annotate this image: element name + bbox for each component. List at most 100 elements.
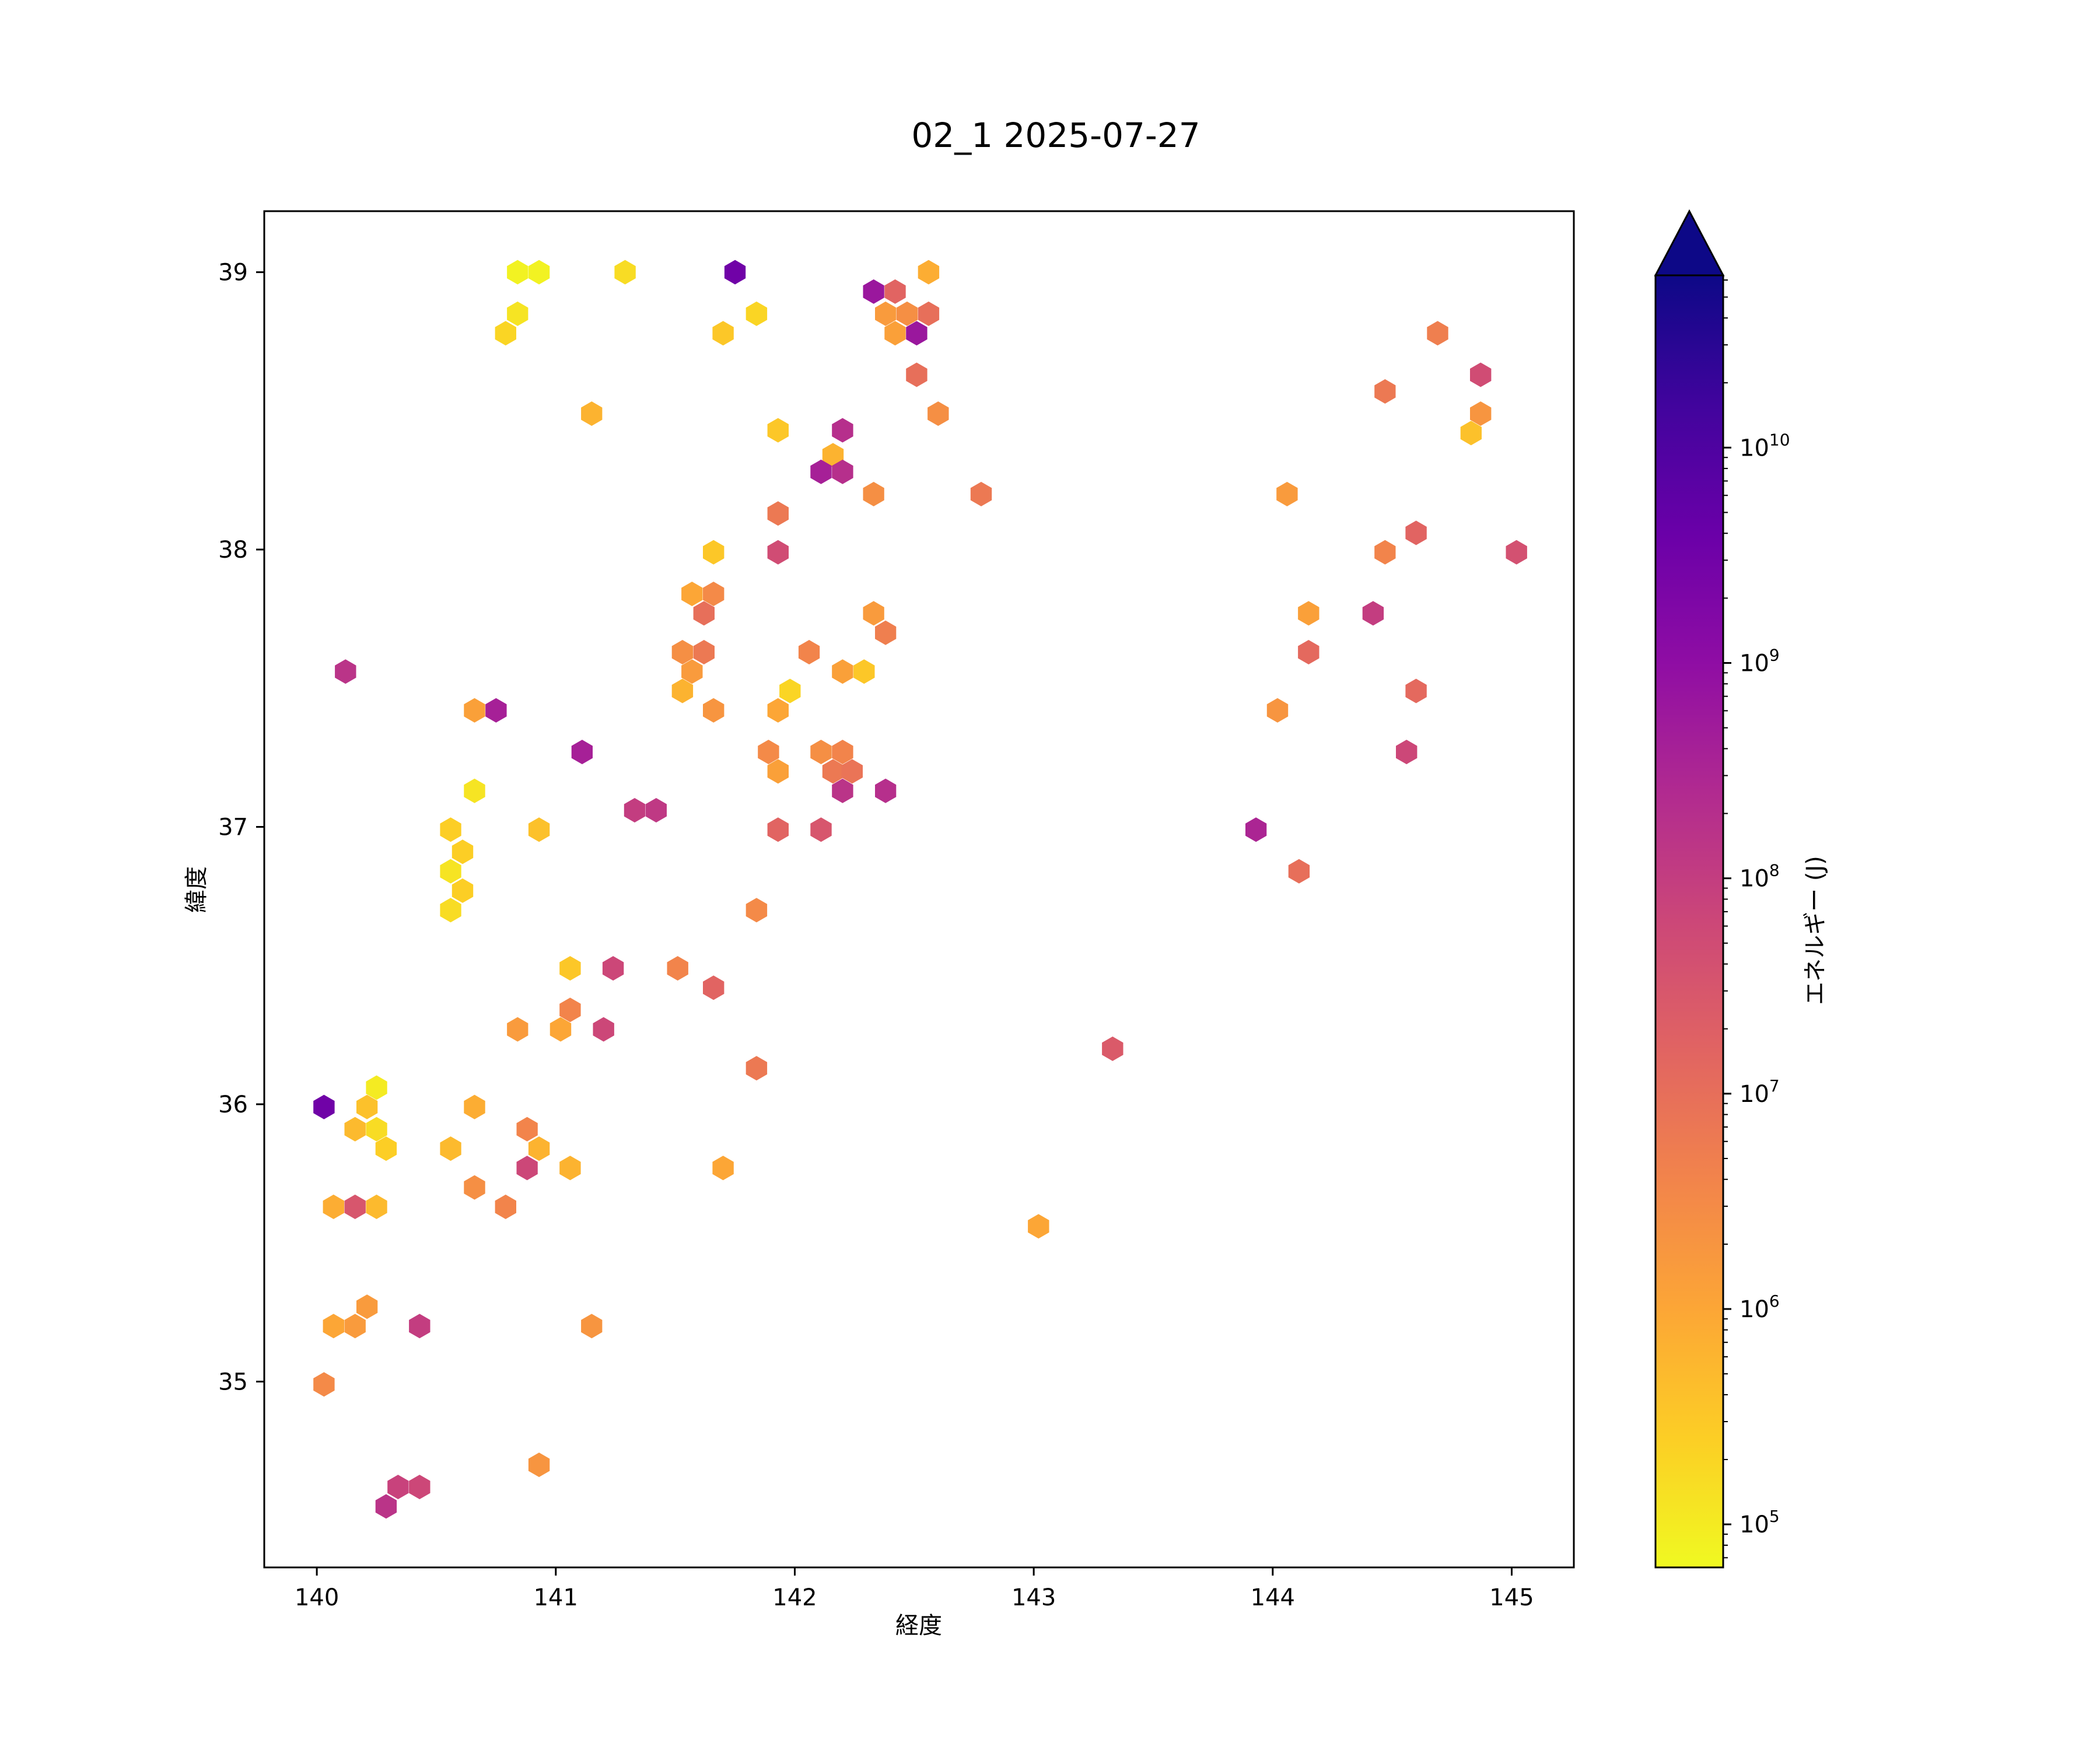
x-tick-label: 144 (1251, 1584, 1295, 1611)
hex-cell (452, 839, 474, 864)
hex-cell (464, 1094, 485, 1119)
hex-cell (593, 1017, 614, 1042)
hex-cell (356, 1294, 378, 1320)
y-tick-label: 37 (218, 814, 248, 841)
hex-cell (928, 401, 949, 426)
hex-cell (366, 1194, 387, 1219)
hex-cell (822, 443, 844, 468)
y-axis-label: 緯度 (183, 866, 210, 913)
hex-cell (1102, 1036, 1124, 1061)
hex-cell (767, 418, 789, 443)
x-tick-label: 142 (772, 1584, 817, 1611)
hex-cell (693, 601, 715, 626)
hex-cell (366, 1116, 387, 1142)
hex-cell (464, 1175, 485, 1200)
hex-cell (440, 817, 461, 842)
hex-cell (1405, 520, 1427, 545)
hex-cell (507, 301, 528, 326)
hex-cell (832, 778, 853, 803)
hex-cell (1266, 698, 1289, 723)
hex-cell (758, 740, 779, 765)
hex-cell (452, 878, 474, 903)
hex-cell (767, 698, 789, 723)
colorbar-tick-label: 109 (1740, 646, 1780, 677)
colorbar-gradient (1656, 275, 1723, 1567)
hex-cell (767, 540, 789, 565)
x-tick-label: 140 (295, 1584, 339, 1611)
hex-cell (1374, 540, 1396, 565)
hex-cell (1374, 379, 1396, 404)
hex-cell (323, 1194, 344, 1219)
hex-cell (681, 582, 703, 607)
hex-cell (409, 1475, 430, 1500)
hex-cell (906, 362, 928, 387)
hex-cell (896, 301, 918, 326)
x-tick-label: 143 (1012, 1584, 1056, 1611)
colorbar-tick-label: 107 (1740, 1076, 1780, 1108)
plot-frame (263, 210, 1575, 1569)
hex-cell (863, 279, 884, 304)
x-axis-label: 経度 (895, 1612, 942, 1639)
hex-cell (712, 321, 734, 346)
hex-cell (970, 482, 992, 506)
colorbar-tick-label: 105 (1740, 1507, 1780, 1538)
hex-cell (798, 640, 820, 664)
hex-cell (1460, 421, 1482, 446)
hex-cell (841, 759, 863, 784)
hex-cell (528, 260, 550, 285)
hex-cell (671, 678, 694, 704)
hex-cell (875, 301, 897, 326)
colorbar-label: エネルギー (J) (1802, 856, 1829, 1005)
hex-cell (712, 1156, 734, 1181)
hex-cell (344, 1194, 366, 1219)
hex-cell (507, 260, 528, 285)
hex-cell (1362, 601, 1384, 626)
y-tick-label: 38 (218, 537, 248, 564)
hex-cell (1276, 482, 1298, 506)
hex-cell (485, 698, 507, 723)
hex-cell (366, 1075, 387, 1100)
hex-cell (832, 459, 853, 484)
hex-cell (667, 956, 688, 981)
hex-cell (323, 1314, 344, 1339)
hex-cell (464, 698, 485, 723)
y-tick-label: 39 (218, 260, 248, 286)
hex-cell (693, 640, 715, 664)
colorbar-frame (1654, 274, 1724, 1569)
hex-cell (559, 956, 581, 981)
hex-cell (313, 1372, 335, 1397)
hex-cell (703, 698, 724, 723)
hex-cell (671, 640, 694, 664)
hex-cell (767, 817, 789, 842)
hex-cell (832, 740, 853, 765)
hex-cell (918, 260, 940, 285)
hex-cells (313, 260, 1527, 1519)
hex-cell (559, 1156, 581, 1181)
hex-cell (863, 601, 884, 626)
hex-cell (681, 659, 703, 684)
hex-cell (703, 540, 724, 565)
hex-cell (602, 956, 624, 981)
x-tick-label: 141 (534, 1584, 578, 1611)
colorbar-extend-arrow (1654, 209, 1725, 276)
hex-cell (875, 778, 897, 803)
hex-cell (767, 759, 789, 784)
hex-cell (703, 975, 724, 1000)
hex-cell (918, 301, 940, 326)
hex-cell (313, 1094, 335, 1119)
hex-cell (440, 1136, 461, 1161)
hex-cell (1298, 601, 1320, 626)
x-tick-label: 145 (1489, 1584, 1534, 1611)
hex-cell (822, 759, 844, 784)
hex-cell (779, 678, 801, 704)
hex-cell (1288, 859, 1310, 884)
hex-cell (906, 321, 928, 346)
hex-cell (810, 459, 832, 484)
hex-cell (528, 1136, 550, 1161)
colorbar-ticks: 105 106 107 108 109 1010 (1723, 279, 1790, 1559)
hex-cell (832, 418, 853, 443)
hex-cell (344, 1314, 366, 1339)
hex-cell (440, 898, 461, 923)
hex-cell (507, 1017, 528, 1042)
hex-cell (1470, 362, 1492, 387)
